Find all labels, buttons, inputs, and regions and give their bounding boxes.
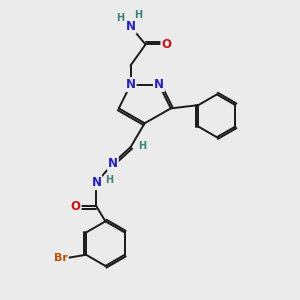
Text: O: O	[71, 200, 81, 213]
Text: H: H	[138, 140, 146, 151]
Text: N: N	[126, 20, 136, 33]
Text: N: N	[108, 157, 118, 170]
Text: O: O	[161, 38, 171, 51]
Text: N: N	[154, 78, 164, 91]
Text: N: N	[92, 176, 101, 189]
Text: N: N	[126, 78, 136, 91]
Text: H: H	[116, 13, 124, 23]
Text: Br: Br	[54, 253, 68, 263]
Text: H: H	[134, 11, 142, 20]
Text: H: H	[105, 175, 113, 185]
